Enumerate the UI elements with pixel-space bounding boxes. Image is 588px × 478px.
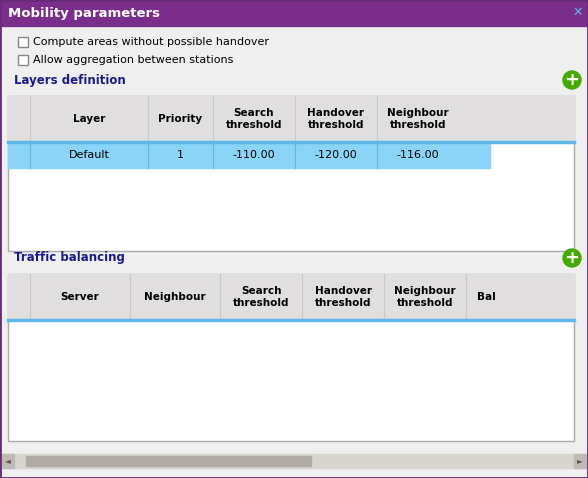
Bar (2, 454, 14, 468)
Text: Compute areas without possible handover: Compute areas without possible handover (33, 37, 269, 47)
Bar (18, 37, 28, 47)
Text: Layers definition: Layers definition (14, 74, 126, 87)
Text: Allow aggregation between stations: Allow aggregation between stations (33, 55, 233, 65)
Bar (8, 142, 490, 168)
Text: Search
threshold: Search threshold (233, 286, 289, 308)
Bar (8, 274, 574, 441)
Text: Handover
threshold: Handover threshold (315, 286, 372, 308)
Bar (0, 0, 588, 26)
Text: Neighbour
threshold: Neighbour threshold (394, 286, 456, 308)
Text: Priority: Priority (158, 114, 202, 124)
Bar (574, 454, 586, 468)
Circle shape (563, 249, 581, 267)
Bar (18, 55, 28, 65)
Bar (8, 96, 574, 251)
Text: -120.00: -120.00 (315, 150, 358, 160)
Text: 1: 1 (177, 150, 184, 160)
Text: Server: Server (61, 292, 99, 302)
Text: ✕: ✕ (573, 6, 583, 19)
Text: ◄: ◄ (5, 456, 11, 466)
Text: +: + (564, 71, 580, 89)
Text: +: + (564, 249, 580, 267)
Bar (8, 96, 574, 142)
Bar (2, 454, 586, 468)
Circle shape (563, 71, 581, 89)
Text: -116.00: -116.00 (397, 150, 439, 160)
Text: -110.00: -110.00 (233, 150, 275, 160)
Text: Layer: Layer (73, 114, 105, 124)
Text: ►: ► (577, 456, 583, 466)
Text: Default: Default (69, 150, 109, 160)
Bar (8, 274, 574, 320)
Text: Neighbour: Neighbour (144, 292, 206, 302)
Text: Bal: Bal (477, 292, 495, 302)
Text: Traffic balancing: Traffic balancing (14, 251, 125, 264)
Text: Search
threshold: Search threshold (226, 108, 282, 130)
Text: Handover
threshold: Handover threshold (308, 108, 365, 130)
Text: Neighbour
threshold: Neighbour threshold (387, 108, 449, 130)
Bar (26, 456, 311, 466)
Text: Mobility parameters: Mobility parameters (8, 7, 160, 20)
